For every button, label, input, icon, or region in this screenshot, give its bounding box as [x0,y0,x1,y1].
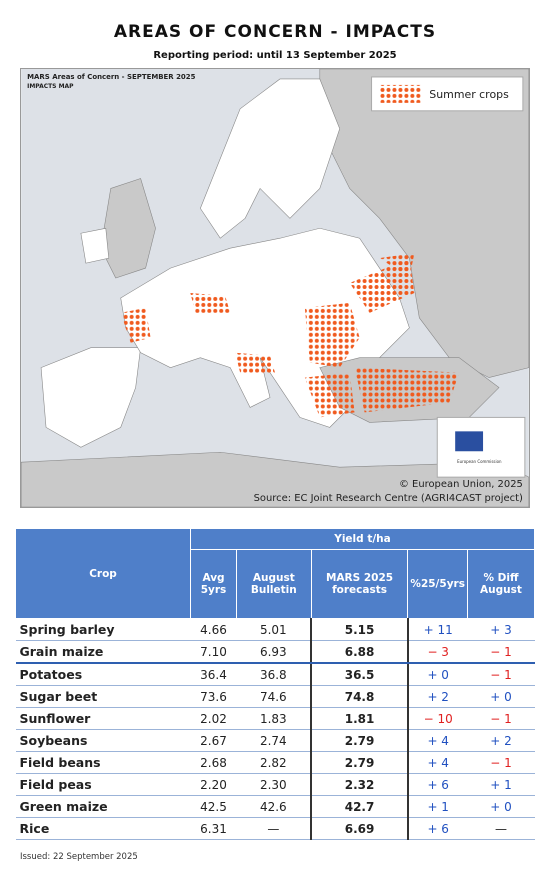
table-cell: 2.74 [236,729,312,752]
table-cell: − 1 [467,663,535,686]
table-row: Soybeans 2.67 2.74 2.79 + 4 + 2 [15,729,535,752]
table-cell: 2.30 [236,773,312,796]
header-row: Crop Yield t/ha [15,528,535,619]
table-row: Spring barley 4.66 5.01 5.15 + 11 + 3 [15,618,535,641]
table-row: Field peas 2.20 2.30 2.32 + 6 + 1 [15,773,535,796]
table-cell: + 3 [467,618,535,641]
table-cell: — [236,817,312,840]
table-cell: 1.81 [310,707,409,730]
table-cell: 36.5 [310,663,409,686]
group-header: Yield t/ha [190,528,535,550]
table-cell: 6.31 [190,817,237,840]
table-row: Grain maize 7.10 6.93 6.88− 3− 1 [15,640,535,664]
subtitle: Reporting period: until 13 September 202… [153,50,397,61]
table-cell: 2.79 [310,751,409,774]
title: AREAS OF CONCERN - IMPACTS [113,22,437,42]
table-row: Sunflower 2.02 1.83 1.81− 10− 1 [15,707,535,730]
table-cell: 2.32 [310,773,409,796]
impacts-map: MARS Areas of Concern - SEPTEMBER 2025 I… [20,68,530,508]
table-cell: 74.6 [236,685,312,708]
table-cell: 36.8 [236,663,312,686]
crop-name: Sunflower [15,707,191,730]
ireland [80,227,110,264]
impact-areas [120,253,460,418]
table-cell: 36.4 [190,663,237,686]
table-cell: + 0 [467,795,535,818]
table-cell: 6.93 [236,640,312,664]
table-cell: + 4 [407,729,468,752]
table-cell: 2.79 [310,729,409,752]
crop-name: Grain maize [15,640,191,664]
crop-name: Spring barley [15,618,191,641]
table-cell: 2.20 [190,773,237,796]
table-row: Sugar beet 73.6 74.6 74.8 + 2 + 0 [15,685,535,708]
crop-name: Rice [15,817,191,840]
table-cell: + 6 [407,817,468,840]
table-cell: − 3 [407,640,468,664]
table-cell: 7.10 [190,640,237,664]
table-cell: 42.7 [310,795,409,818]
iberia [40,347,141,448]
column-header: % Diff August [466,549,536,619]
table-cell: 6.88 [310,640,409,664]
table-cell: 6.69 [310,817,409,840]
table-row: Potatoes 36.4 36.8 36.5 + 0− 1 [15,663,535,686]
table-cell: 5.15 [310,618,409,641]
crop-name: Potatoes [15,663,191,686]
legend-label: Summer crops [429,88,509,101]
table-cell: — [467,817,535,840]
table-cell: − 1 [467,751,535,774]
table-cell: 2.67 [190,729,237,752]
column-header: August Bulletin [236,549,312,619]
table-cell: + 1 [407,795,468,818]
table-cell: + 0 [467,685,535,708]
table-cell: + 4 [407,751,468,774]
crop-name: Field beans [15,751,191,774]
map-title: MARS Areas of Concern - SEPTEMBER 2025 [27,73,195,81]
map-subtitle: IMPACTS MAP [27,83,74,90]
table-cell: + 11 [407,618,468,641]
table-cell: 2.82 [236,751,312,774]
scandinavia [200,78,341,239]
crop-name: Field peas [15,773,191,796]
table-cell: 74.8 [310,685,409,708]
table-cell: + 2 [407,685,468,708]
column-header: MARS 2025 forecasts [310,549,409,619]
crop-name: Soybeans [15,729,191,752]
table-cell: 42.5 [190,795,237,818]
table-cell: − 1 [467,707,535,730]
table-cell: + 6 [407,773,468,796]
crop-name: Green maize [15,795,191,818]
column-header: %25/5yrs [407,549,468,619]
table-cell: 2.02 [190,707,237,730]
table-cell: − 1 [467,640,535,664]
table-cell: + 1 [467,773,535,796]
table-cell: − 10 [407,707,468,730]
table-row: Rice 6.31—6.69 + 6— [15,817,535,840]
table-cell: + 0 [407,663,468,686]
table-cell: 2.68 [190,751,237,774]
table-cell: 42.6 [236,795,312,818]
source: Source: EC Joint Research Centre (AGRI4C… [254,493,523,504]
legend-swatch [379,84,422,103]
issued-date: Issued: 22 September 2025 [20,852,138,862]
column-header: Avg 5yrs [190,549,237,619]
column-header: Crop [15,528,191,619]
logo-text: European Commission [457,459,502,464]
table-cell: 4.66 [190,618,237,641]
table-cell: + 2 [467,729,535,752]
table-row: Field beans 2.68 2.82 2.79 + 4− 1 [15,751,535,774]
table-cell: 1.83 [236,707,312,730]
yield-table: Crop Yield t/ha Avg 5yrs August Bulletin MAR… [15,528,536,840]
non-eu-east [319,69,529,378]
table-cell: 5.01 [236,618,312,641]
table-row: Green maize 42.5 42.6 42.7 + 1 + 0 [15,795,535,818]
crop-name: Sugar beet [15,685,191,708]
eu-flag [455,431,484,452]
header-row: Avg 5yrs August Bulletin MARS 2025 forecas… [16,549,536,619]
copyright: © European Union, 2025 [399,479,523,490]
table-cell: 73.6 [190,685,237,708]
